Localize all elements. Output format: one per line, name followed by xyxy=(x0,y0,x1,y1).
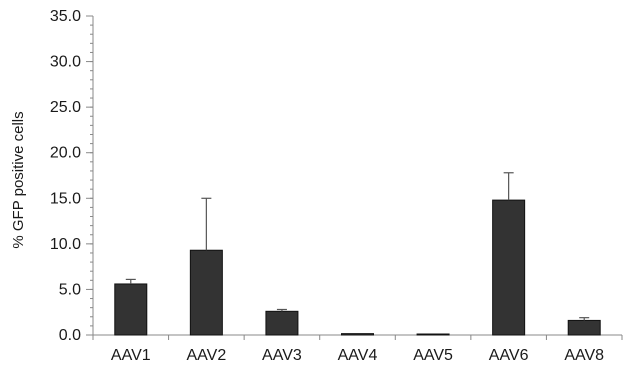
y-tick-label: 15.0 xyxy=(50,190,81,207)
y-tick-label: 25.0 xyxy=(50,99,81,116)
y-tick-label: 0.0 xyxy=(59,327,81,344)
y-tick-label: 10.0 xyxy=(50,236,81,253)
bar-aav3 xyxy=(265,310,299,336)
y-tick-label: 30.0 xyxy=(50,54,81,71)
y-axis: 35.0 30.0 25.0 20.0 15.0 10.0 5.0 0.0 xyxy=(50,8,94,344)
y-tick-label: 20.0 xyxy=(50,145,81,162)
x-tick-label: AAV5 xyxy=(413,347,453,364)
x-tick-label: AAV3 xyxy=(262,347,302,364)
y-tick-label: 5.0 xyxy=(59,281,81,298)
y-axis-title: % GFP positive cells xyxy=(10,111,27,248)
x-tick-label: AAV6 xyxy=(489,347,529,364)
bar-aav1 xyxy=(114,283,148,336)
bar-aav4 xyxy=(341,333,374,336)
y-tick-label: 35.0 xyxy=(50,8,81,25)
bar-aav2 xyxy=(189,249,223,336)
x-tick-label: AAV1 xyxy=(111,347,151,364)
bar-aav8 xyxy=(567,319,601,336)
bar-aav6 xyxy=(492,199,526,336)
x-tick-label: AAV4 xyxy=(338,347,378,364)
bars xyxy=(114,172,601,336)
x-axis: AAV1 AAV2 AAV3 AAV4 AAV5 AAV6 AAV8 xyxy=(92,334,623,364)
bar-aav5 xyxy=(416,333,450,336)
x-tick-label: AAV8 xyxy=(564,347,604,364)
x-tick-label: AAV2 xyxy=(186,347,226,364)
